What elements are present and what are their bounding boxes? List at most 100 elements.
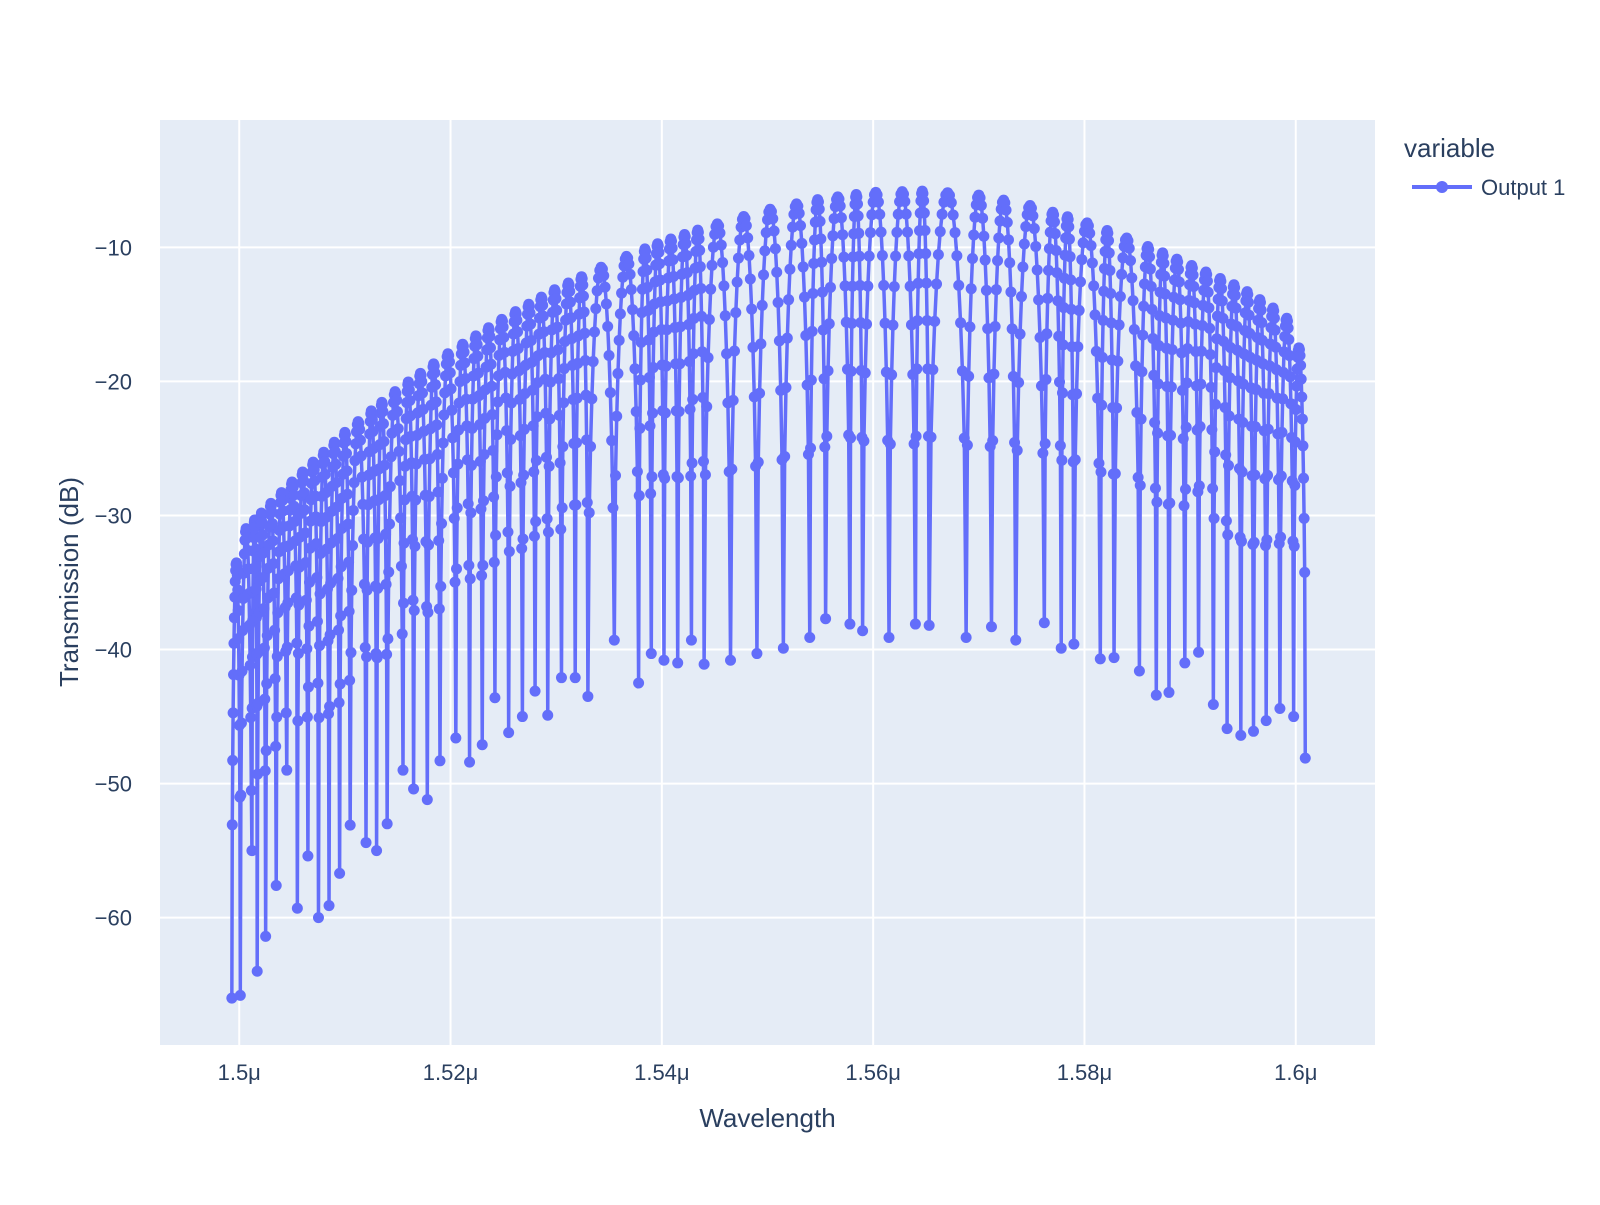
data-point[interactable] (343, 605, 355, 617)
data-point[interactable] (912, 277, 924, 289)
data-point[interactable] (667, 254, 679, 266)
data-point[interactable] (361, 584, 373, 596)
data-point[interactable] (1298, 512, 1310, 524)
data-point[interactable] (557, 441, 569, 453)
data-point[interactable] (1188, 297, 1200, 309)
data-point[interactable] (430, 396, 442, 408)
data-point[interactable] (932, 249, 944, 261)
data-point[interactable] (484, 342, 496, 354)
data-point[interactable] (1103, 247, 1115, 259)
data-point[interactable] (645, 488, 657, 500)
data-point[interactable] (718, 280, 730, 292)
data-point[interactable] (875, 226, 887, 238)
data-point[interactable] (1125, 255, 1137, 267)
data-point[interactable] (1005, 286, 1017, 298)
data-point[interactable] (1172, 263, 1184, 275)
data-point[interactable] (1069, 454, 1081, 466)
data-point[interactable] (1030, 240, 1042, 252)
data-point[interactable] (292, 647, 304, 659)
data-point[interactable] (1295, 359, 1307, 371)
data-point[interactable] (746, 303, 758, 315)
data-point[interactable] (395, 560, 407, 572)
data-point[interactable] (1270, 341, 1282, 353)
data-point[interactable] (530, 455, 542, 467)
data-point[interactable] (553, 373, 565, 385)
data-point[interactable] (244, 659, 256, 671)
data-point[interactable] (291, 902, 303, 914)
data-point[interactable] (410, 458, 422, 470)
data-point[interactable] (714, 227, 726, 239)
data-point[interactable] (918, 195, 930, 207)
data-point[interactable] (553, 409, 565, 421)
data-point[interactable] (821, 430, 833, 442)
data-point[interactable] (484, 330, 496, 342)
data-point[interactable] (1146, 303, 1158, 315)
data-point[interactable] (910, 430, 922, 442)
data-point[interactable] (1094, 653, 1106, 665)
data-point[interactable] (1166, 344, 1178, 356)
data-point[interactable] (270, 879, 282, 891)
data-point[interactable] (227, 707, 239, 719)
data-point[interactable] (512, 343, 524, 355)
data-point[interactable] (423, 539, 435, 551)
data-point[interactable] (324, 629, 336, 641)
data-point[interactable] (695, 282, 707, 294)
data-point[interactable] (395, 512, 407, 524)
data-point[interactable] (1284, 371, 1296, 383)
data-point[interactable] (949, 227, 961, 239)
data-point[interactable] (257, 529, 269, 541)
data-point[interactable] (261, 678, 273, 690)
data-point[interactable] (343, 556, 355, 568)
data-point[interactable] (826, 252, 838, 264)
data-point[interactable] (1096, 351, 1108, 363)
data-point[interactable] (1249, 421, 1261, 433)
data-point[interactable] (743, 249, 755, 261)
data-point[interactable] (1104, 264, 1116, 276)
data-point[interactable] (271, 711, 283, 723)
data-point[interactable] (1275, 470, 1287, 482)
data-point[interactable] (444, 367, 456, 379)
data-point[interactable] (488, 491, 500, 503)
data-point[interactable] (647, 407, 659, 419)
data-point[interactable] (462, 498, 474, 510)
data-point[interactable] (1223, 410, 1235, 422)
data-point[interactable] (377, 418, 389, 430)
data-point[interactable] (410, 494, 422, 506)
data-point[interactable] (1011, 444, 1023, 456)
data-point[interactable] (464, 573, 476, 585)
data-point[interactable] (525, 334, 537, 346)
data-point[interactable] (1237, 416, 1249, 428)
data-point[interactable] (814, 215, 826, 227)
data-point[interactable] (693, 233, 705, 245)
data-point[interactable] (490, 529, 502, 541)
data-point[interactable] (1221, 723, 1233, 735)
data-point[interactable] (416, 376, 428, 388)
data-point[interactable] (1203, 302, 1215, 314)
data-point[interactable] (311, 615, 323, 627)
data-point[interactable] (570, 499, 582, 511)
data-point[interactable] (1202, 286, 1214, 298)
data-point[interactable] (715, 239, 727, 251)
data-point[interactable] (471, 339, 483, 351)
data-point[interactable] (1043, 264, 1055, 276)
data-point[interactable] (1065, 274, 1077, 286)
data-point[interactable] (1284, 350, 1296, 362)
data-point[interactable] (1177, 433, 1189, 445)
data-point[interactable] (1054, 376, 1066, 388)
data-point[interactable] (681, 250, 693, 262)
data-point[interactable] (384, 518, 396, 530)
data-point[interactable] (347, 504, 359, 516)
data-point[interactable] (235, 789, 247, 801)
data-point[interactable] (846, 317, 858, 329)
data-point[interactable] (300, 556, 312, 568)
data-point[interactable] (824, 281, 836, 293)
data-point[interactable] (1089, 309, 1101, 321)
data-point[interactable] (1206, 424, 1218, 436)
data-point[interactable] (541, 513, 553, 525)
data-point[interactable] (1001, 216, 1013, 228)
data-point[interactable] (612, 368, 624, 380)
data-point[interactable] (381, 818, 393, 830)
data-point[interactable] (590, 303, 602, 315)
data-point[interactable] (537, 310, 549, 322)
data-point[interactable] (752, 456, 764, 468)
